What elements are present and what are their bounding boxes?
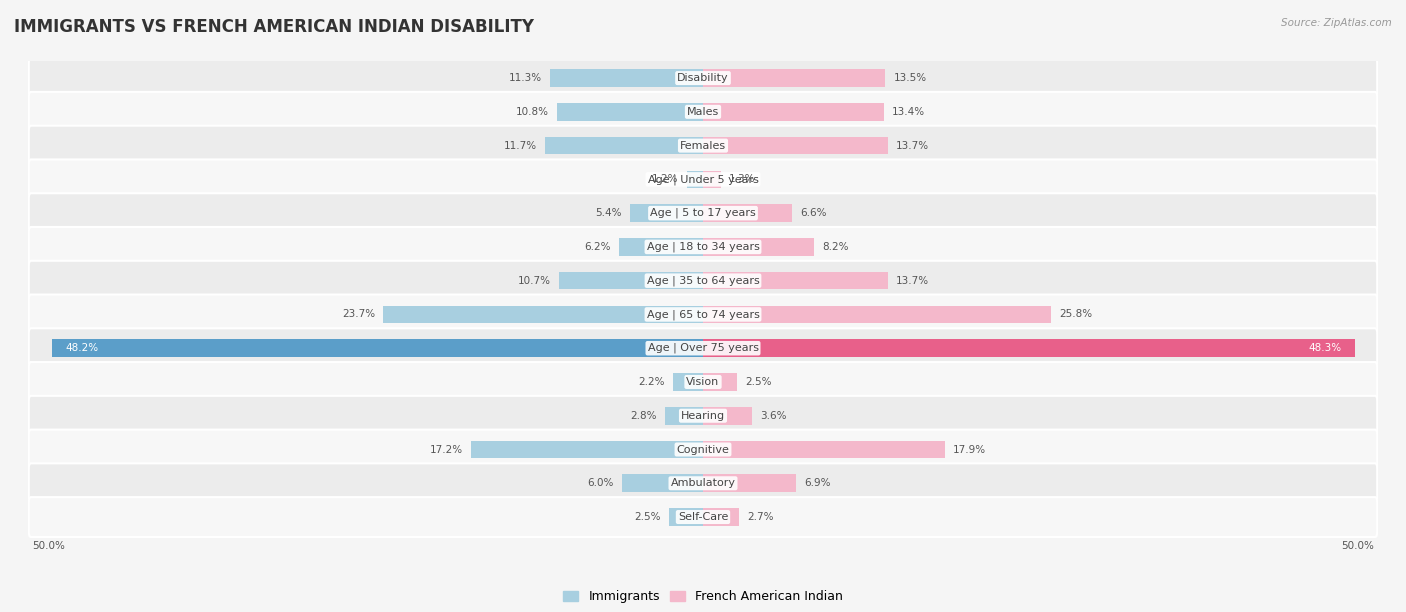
Bar — [546, 137, 703, 154]
Text: Vision: Vision — [686, 377, 720, 387]
Bar — [703, 441, 945, 458]
FancyBboxPatch shape — [28, 92, 1378, 132]
Text: Age | 18 to 34 years: Age | 18 to 34 years — [647, 242, 759, 252]
Text: 6.6%: 6.6% — [800, 208, 827, 218]
Bar — [619, 238, 703, 256]
FancyBboxPatch shape — [28, 294, 1378, 334]
Text: 2.2%: 2.2% — [638, 377, 665, 387]
Text: Self-Care: Self-Care — [678, 512, 728, 522]
Text: 6.0%: 6.0% — [588, 478, 614, 488]
Text: 2.7%: 2.7% — [748, 512, 775, 522]
Bar — [703, 407, 752, 425]
Legend: Immigrants, French American Indian: Immigrants, French American Indian — [558, 585, 848, 608]
FancyBboxPatch shape — [28, 125, 1378, 165]
Bar — [703, 204, 792, 222]
Text: 2.5%: 2.5% — [634, 512, 661, 522]
FancyBboxPatch shape — [28, 463, 1378, 503]
Bar — [686, 171, 703, 188]
Bar — [669, 508, 703, 526]
Text: 48.2%: 48.2% — [66, 343, 98, 353]
Text: Age | 5 to 17 years: Age | 5 to 17 years — [650, 208, 756, 218]
Bar — [551, 69, 703, 87]
Text: 13.4%: 13.4% — [891, 107, 925, 117]
Text: Disability: Disability — [678, 73, 728, 83]
Bar — [703, 69, 886, 87]
Text: 6.2%: 6.2% — [585, 242, 612, 252]
Text: 13.5%: 13.5% — [893, 73, 927, 83]
Text: 10.7%: 10.7% — [517, 275, 551, 286]
FancyBboxPatch shape — [28, 396, 1378, 436]
Bar — [52, 340, 703, 357]
Text: Age | 65 to 74 years: Age | 65 to 74 years — [647, 309, 759, 319]
Bar — [557, 103, 703, 121]
Text: 6.9%: 6.9% — [804, 478, 831, 488]
Bar — [382, 305, 703, 323]
Bar — [703, 474, 796, 492]
FancyBboxPatch shape — [28, 227, 1378, 267]
Bar — [703, 373, 737, 390]
Text: 2.8%: 2.8% — [631, 411, 657, 420]
Text: IMMIGRANTS VS FRENCH AMERICAN INDIAN DISABILITY: IMMIGRANTS VS FRENCH AMERICAN INDIAN DIS… — [14, 18, 534, 36]
Bar — [703, 305, 1052, 323]
FancyBboxPatch shape — [28, 497, 1378, 537]
Text: Ambulatory: Ambulatory — [671, 478, 735, 488]
Bar — [703, 272, 889, 289]
Bar — [558, 272, 703, 289]
Text: 13.7%: 13.7% — [896, 275, 929, 286]
Text: 8.2%: 8.2% — [821, 242, 848, 252]
Text: Age | Over 75 years: Age | Over 75 years — [648, 343, 758, 354]
FancyBboxPatch shape — [28, 193, 1378, 233]
Bar — [630, 204, 703, 222]
FancyBboxPatch shape — [28, 160, 1378, 200]
FancyBboxPatch shape — [28, 328, 1378, 368]
Bar — [703, 238, 814, 256]
Text: 48.3%: 48.3% — [1309, 343, 1341, 353]
Text: 50.0%: 50.0% — [32, 541, 65, 551]
Text: 11.3%: 11.3% — [509, 73, 543, 83]
Text: 25.8%: 25.8% — [1059, 310, 1092, 319]
Bar — [621, 474, 703, 492]
Bar — [703, 340, 1355, 357]
Text: 2.5%: 2.5% — [745, 377, 772, 387]
Bar — [703, 171, 720, 188]
Text: Source: ZipAtlas.com: Source: ZipAtlas.com — [1281, 18, 1392, 28]
FancyBboxPatch shape — [28, 430, 1378, 469]
Text: Hearing: Hearing — [681, 411, 725, 420]
Text: Age | 35 to 64 years: Age | 35 to 64 years — [647, 275, 759, 286]
Text: 17.2%: 17.2% — [430, 444, 463, 455]
Text: 17.9%: 17.9% — [953, 444, 986, 455]
Bar — [673, 373, 703, 390]
Text: 5.4%: 5.4% — [596, 208, 621, 218]
Text: 1.2%: 1.2% — [652, 174, 679, 184]
Bar — [703, 103, 884, 121]
Text: 13.7%: 13.7% — [896, 141, 929, 151]
Text: 11.7%: 11.7% — [503, 141, 537, 151]
Bar — [703, 137, 889, 154]
FancyBboxPatch shape — [28, 362, 1378, 402]
Text: 10.8%: 10.8% — [516, 107, 550, 117]
FancyBboxPatch shape — [28, 58, 1378, 98]
Bar — [703, 508, 740, 526]
Text: 1.3%: 1.3% — [728, 174, 755, 184]
Text: Cognitive: Cognitive — [676, 444, 730, 455]
Text: Females: Females — [681, 141, 725, 151]
Bar — [665, 407, 703, 425]
Text: 23.7%: 23.7% — [342, 310, 375, 319]
Text: Age | Under 5 years: Age | Under 5 years — [648, 174, 758, 185]
Text: 3.6%: 3.6% — [759, 411, 786, 420]
Text: Males: Males — [688, 107, 718, 117]
Bar — [471, 441, 703, 458]
Text: 50.0%: 50.0% — [1341, 541, 1374, 551]
FancyBboxPatch shape — [28, 261, 1378, 300]
